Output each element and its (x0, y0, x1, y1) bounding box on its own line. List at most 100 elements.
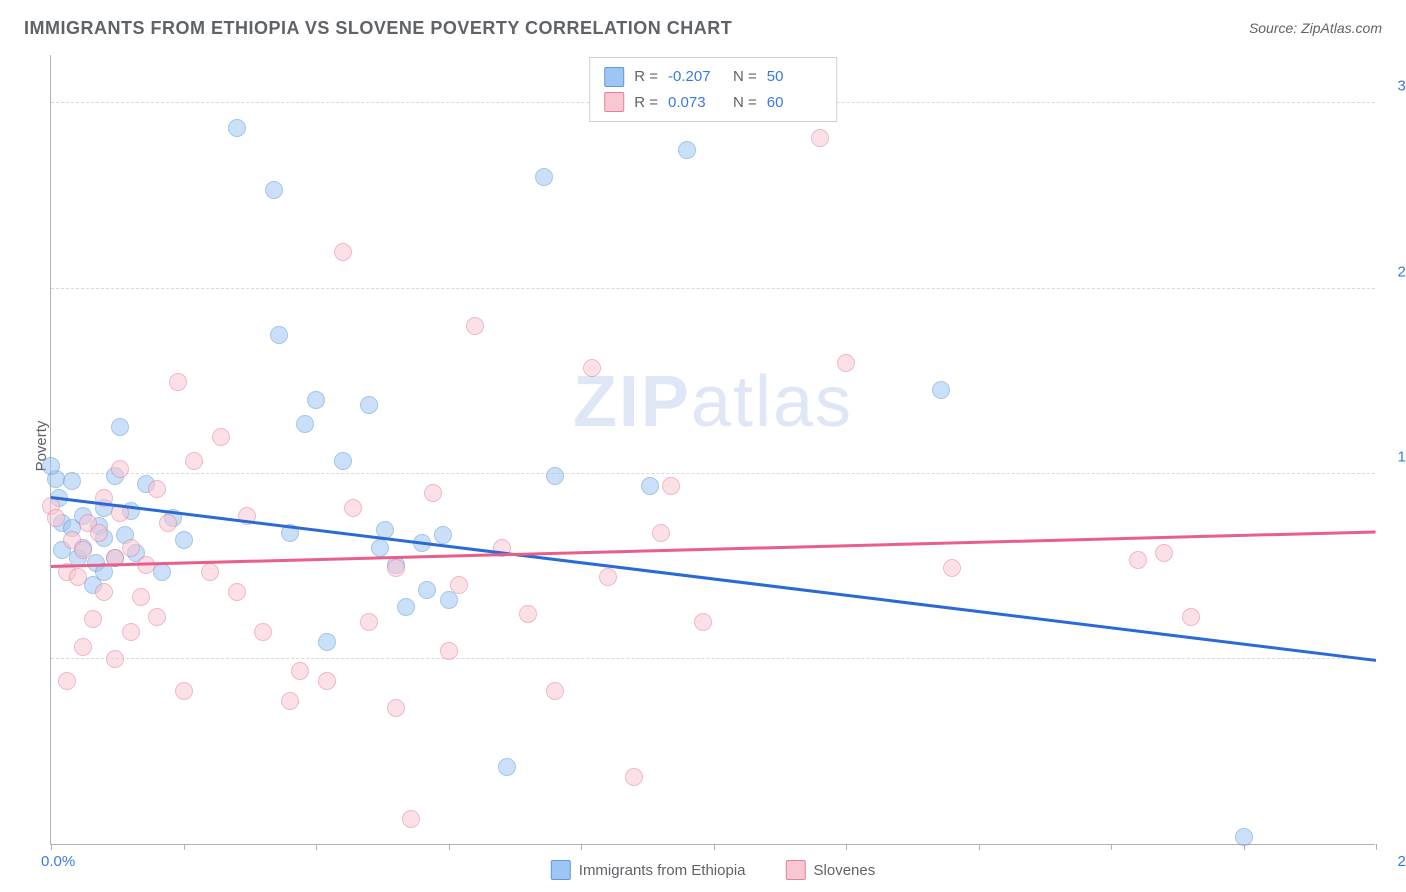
data-point (837, 354, 855, 372)
data-point (307, 391, 325, 409)
data-point (175, 682, 193, 700)
x-tick (1376, 844, 1377, 850)
data-point (111, 418, 129, 436)
x-tick (184, 844, 185, 850)
data-point (450, 576, 468, 594)
data-point (334, 452, 352, 470)
data-point (228, 119, 246, 137)
data-point (175, 531, 193, 549)
data-point (519, 605, 537, 623)
legend-correlation: R =-0.207N =50R =0.073N =60 (589, 57, 837, 122)
x-tick (714, 844, 715, 850)
data-point (625, 768, 643, 786)
data-point (1155, 544, 1173, 562)
data-point (440, 591, 458, 609)
legend-swatch (551, 860, 571, 880)
x-tick (51, 844, 52, 850)
legend-r-value: 0.073 (668, 90, 723, 116)
y-tick-label: 15.0% (1397, 448, 1406, 465)
legend-series: Immigrants from Ethiopia Slovenes (551, 860, 875, 880)
legend-swatch (604, 92, 624, 112)
data-point (69, 568, 87, 586)
legend-row: R =0.073N =60 (604, 90, 822, 116)
data-point (641, 477, 659, 495)
data-point (281, 692, 299, 710)
y-tick-label: 30.0% (1397, 78, 1406, 95)
data-point (334, 243, 352, 261)
legend-r-label: R = (634, 90, 658, 116)
data-point (148, 608, 166, 626)
legend-n-value: 50 (767, 64, 822, 90)
data-point (344, 499, 362, 517)
data-point (360, 396, 378, 414)
data-point (811, 129, 829, 147)
data-point (943, 559, 961, 577)
data-point (122, 623, 140, 641)
legend-swatch (604, 67, 624, 87)
data-point (296, 415, 314, 433)
data-point (74, 638, 92, 656)
data-point (254, 623, 272, 641)
legend-swatch (786, 860, 806, 880)
data-point (583, 359, 601, 377)
gridline (51, 658, 1375, 659)
gridline (51, 288, 1375, 289)
data-point (599, 568, 617, 586)
data-point (270, 326, 288, 344)
data-point (212, 428, 230, 446)
chart-title: IMMIGRANTS FROM ETHIOPIA VS SLOVENE POVE… (24, 18, 732, 39)
data-point (371, 539, 389, 557)
legend-r-label: R = (634, 64, 658, 90)
x-tick (979, 844, 980, 850)
data-point (387, 559, 405, 577)
data-point (148, 480, 166, 498)
data-point (418, 581, 436, 599)
data-point (111, 460, 129, 478)
x-tick-label: 0.0% (41, 853, 75, 870)
data-point (466, 317, 484, 335)
data-point (1235, 828, 1253, 846)
data-point (678, 141, 696, 159)
data-point (932, 381, 950, 399)
x-tick (316, 844, 317, 850)
legend-row: R = -0.207 N = 50 (604, 64, 822, 90)
data-point (63, 472, 81, 490)
watermark: ZIPatlas (573, 361, 853, 443)
data-point (84, 610, 102, 628)
data-point (47, 509, 65, 527)
data-point (42, 457, 60, 475)
data-point (424, 484, 442, 502)
legend-n-label: N = (733, 90, 757, 116)
data-point (95, 583, 113, 601)
legend-label: Immigrants from Ethiopia (579, 862, 746, 879)
x-tick (846, 844, 847, 850)
data-point (318, 672, 336, 690)
data-point (397, 598, 415, 616)
data-point (132, 588, 150, 606)
data-point (652, 524, 670, 542)
y-tick-label: 22.5% (1397, 263, 1406, 280)
legend-r-value: -0.207 (668, 64, 723, 90)
data-point (387, 699, 405, 717)
data-point (159, 514, 177, 532)
data-point (498, 758, 516, 776)
data-point (153, 563, 171, 581)
legend-n-label: N = (733, 64, 757, 90)
legend-item: Slovenes (786, 860, 876, 880)
scatter-plot: ZIPatlas 7.5%15.0%22.5%30.0%0.0%25.0%R =… (50, 55, 1375, 845)
data-point (434, 526, 452, 544)
data-point (1182, 608, 1200, 626)
data-point (106, 650, 124, 668)
data-point (228, 583, 246, 601)
gridline (51, 473, 1375, 474)
regression-line (51, 530, 1376, 567)
data-point (122, 539, 140, 557)
data-point (360, 613, 378, 631)
data-point (201, 563, 219, 581)
data-point (291, 662, 309, 680)
data-point (1129, 551, 1147, 569)
legend-label: Slovenes (814, 862, 876, 879)
data-point (185, 452, 203, 470)
data-point (169, 373, 187, 391)
data-point (662, 477, 680, 495)
